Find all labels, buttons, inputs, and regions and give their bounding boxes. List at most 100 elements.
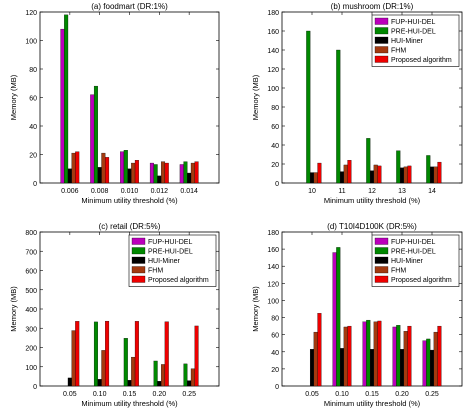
bar-fup-hui-del-0-25 [422, 340, 427, 387]
legend-label-proposed-algorithm: Proposed algorithm [391, 277, 452, 284]
y-tick-label: 180 [267, 10, 279, 17]
legend-label-proposed-algorithm: Proposed algorithm [148, 277, 209, 284]
x-tick-label: 13 [398, 188, 406, 195]
y-tick-label: 400 [25, 307, 37, 314]
legend-swatch-pre-hui-del [131, 247, 146, 255]
y-tick-label: 100 [25, 39, 37, 46]
bar-pre-hui-del-10 [306, 30, 311, 184]
legend-label-fup-hui-del: FUP-HUI-DEL [391, 19, 435, 26]
bar-proposed-algorithm-12 [377, 165, 382, 184]
y-tick-label: 160 [267, 247, 279, 254]
y-axis-label: Memory (MB) [9, 74, 18, 120]
y-tick-label: 800 [25, 230, 37, 237]
y-tick-label: 0 [33, 384, 37, 391]
x-tick-label: 11 [338, 188, 345, 195]
x-tick-label: 0.15 [365, 391, 379, 398]
y-tick-label: 80 [29, 67, 37, 74]
bar-pre-hui-del-13 [396, 150, 401, 184]
legend: FUP-HUI-DEL PRE-HUI-DEL HUI-Miner FHM Propos… [371, 234, 460, 287]
legend-label-fhm: FHM [148, 268, 163, 275]
bar-pre-hui-del-0-010 [123, 150, 128, 184]
legend-swatch-hui-miner [374, 36, 389, 44]
bar-fup-hui-del-0-014 [179, 164, 184, 184]
legend-swatch-fup-hui-del [374, 237, 389, 245]
bar-fhm-0-10 [343, 326, 348, 387]
legend-swatch-proposed-algorithm [374, 275, 389, 283]
legend-label-proposed-algorithm: Proposed algorithm [391, 57, 452, 64]
bar-fhm-12 [373, 164, 378, 184]
plot-area [39, 11, 220, 184]
x-tick-label: 0.008 [91, 188, 109, 195]
bar-fhm-0-15 [131, 356, 136, 387]
legend-swatch-fhm [131, 266, 146, 274]
legend-swatch-proposed-algorithm [374, 55, 389, 63]
bar-pre-hui-del-0-15 [123, 338, 128, 387]
bar-proposed-algorithm-11 [347, 160, 352, 184]
chart-title: (c) retail (DR:5%) [99, 222, 161, 231]
x-tick-label: 0.05 [63, 391, 77, 398]
y-tick-label: 60 [271, 124, 279, 131]
bar-fhm-11 [343, 164, 348, 184]
y-tick-label: 100 [267, 86, 279, 93]
bar-hui-miner-0-25 [429, 349, 435, 387]
bar-proposed-algorithm-0-20 [407, 325, 412, 387]
y-tick-label: 120 [267, 281, 279, 288]
bar-proposed-algorithm-10 [317, 162, 322, 184]
bar-pre-hui-del-0-20 [396, 325, 401, 387]
bar-hui-miner-10 [309, 172, 315, 184]
bar-hui-miner-0-15 [127, 380, 132, 387]
bar-fup-hui-del-0-012 [149, 162, 154, 184]
y-tick-label: 140 [267, 48, 279, 55]
bar-fhm-14 [433, 166, 438, 184]
bar-fhm-10 [313, 172, 318, 184]
bar-fhm-0-20 [161, 364, 166, 387]
bar-proposed-algorithm-0-006 [75, 151, 80, 184]
legend-swatch-fup-hui-del [131, 237, 146, 245]
panel-d-t10i4d100k: 0 20 40 60 80 100 120 140 160 180 0.05 0.10 0.15 0.20… [251, 222, 463, 408]
y-axis-label: Memory (MB) [251, 74, 260, 120]
bar-hui-miner-0-25 [187, 380, 192, 387]
bar-proposed-algorithm-0-05 [75, 321, 80, 387]
bar-hui-miner-12 [369, 170, 375, 184]
x-tick-label: 0.25 [182, 391, 196, 398]
bar-proposed-algorithm-0-05 [317, 313, 322, 387]
bar-hui-miner-0-20 [399, 349, 405, 387]
bar-pre-hui-del-0-25 [426, 338, 431, 387]
y-tick-label: 80 [271, 105, 279, 112]
panel-a-foodmart: 0 20 40 60 80 100 120 0.006 0.008 0.010 0.012 0.014… [9, 2, 220, 205]
bar-fup-hui-del-0-010 [120, 151, 125, 184]
bar-fhm-0-010 [131, 162, 136, 184]
bar-pre-hui-del-12 [366, 138, 371, 184]
bar-hui-miner-0-008 [97, 167, 102, 184]
legend-label-pre-hui-del: PRE-HUI-DEL [391, 29, 436, 36]
legend-label-hui-miner: HUI-Miner [391, 38, 424, 45]
bar-fhm-0-008 [101, 152, 106, 184]
y-tick-label: 180 [267, 230, 279, 237]
legend-swatch-fhm [374, 46, 389, 54]
legend-label-pre-hui-del: PRE-HUI-DEL [391, 249, 436, 256]
bar-pre-hui-del-0-10 [93, 321, 98, 387]
bar-pre-hui-del-11 [336, 49, 341, 184]
chart-title: (a) foodmart (DR:1%) [91, 2, 168, 11]
bar-pre-hui-del-0-10 [336, 247, 341, 387]
bar-proposed-algorithm-0-008 [105, 157, 110, 184]
y-tick-label: 60 [271, 333, 279, 340]
bar-hui-miner-0-012 [157, 175, 162, 184]
bar-proposed-algorithm-0-15 [377, 320, 382, 387]
chart-title: (d) T10I4D100K (DR:5%) [327, 222, 417, 231]
bar-hui-miner-0-014 [187, 172, 192, 184]
bar-pre-hui-del-0-012 [153, 164, 158, 184]
legend-swatch-proposed-algorithm [131, 275, 146, 283]
y-tick-label: 0 [33, 181, 37, 188]
x-tick-label: 0.05 [305, 391, 319, 398]
bar-proposed-algorithm-13 [407, 165, 412, 184]
bar-pre-hui-del-0-008 [93, 85, 98, 184]
bar-fhm-0-20 [403, 331, 408, 387]
bar-fhm-0-05 [313, 331, 318, 387]
bar-proposed-algorithm-0-10 [105, 320, 110, 387]
bar-fhm-0-014 [190, 162, 195, 184]
bar-hui-miner-0-05 [67, 377, 72, 387]
legend-label-fhm: FHM [391, 48, 406, 55]
bar-fup-hui-del-0-10 [332, 252, 337, 387]
